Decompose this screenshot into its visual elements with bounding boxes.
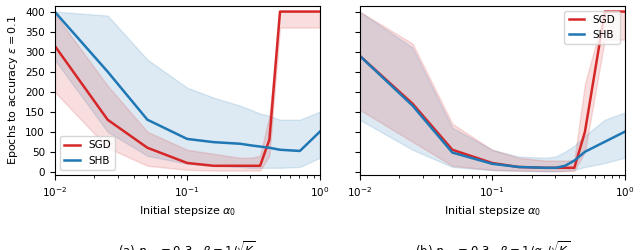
SGD — [266, 138, 273, 141]
SGD — [449, 148, 456, 151]
SGD — [488, 162, 496, 164]
SHB — [276, 148, 284, 151]
Line: SHB: SHB — [54, 12, 320, 151]
SGD — [247, 164, 255, 167]
Line: SHB: SHB — [360, 56, 625, 168]
SGD — [601, 10, 609, 13]
SHB — [183, 138, 191, 140]
Legend: SGD, SHB: SGD, SHB — [60, 136, 115, 170]
SHB — [266, 146, 273, 149]
SGD — [409, 102, 417, 105]
SGD — [561, 166, 569, 169]
SGD — [541, 166, 549, 169]
SHB — [449, 151, 456, 154]
SHB — [256, 145, 264, 148]
Text: (a) $p_\mathrm{fail} = 0.3$,  $\beta = 1/\sqrt{K}$: (a) $p_\mathrm{fail} = 0.3$, $\beta = 1/… — [118, 240, 256, 250]
SHB — [541, 166, 549, 169]
SHB — [236, 142, 244, 145]
SHB — [515, 166, 522, 168]
SGD — [256, 164, 264, 167]
SGD — [356, 54, 364, 57]
SHB — [247, 144, 255, 147]
SHB — [143, 118, 151, 121]
SGD — [316, 10, 324, 13]
SHB — [561, 164, 569, 167]
SHB — [488, 162, 496, 165]
Legend: SGD, SHB: SGD, SHB — [564, 11, 620, 44]
SHB — [51, 10, 58, 13]
SGD — [210, 164, 218, 167]
SHB — [316, 130, 324, 133]
SHB — [601, 140, 609, 143]
SGD — [143, 146, 151, 149]
SGD — [51, 44, 58, 47]
X-axis label: Initial stepsize $\alpha_0$: Initial stepsize $\alpha_0$ — [139, 204, 236, 218]
Text: (b) $p_\mathrm{fail} = 0.3$,  $\beta = 1/\alpha_0/\sqrt{K}$: (b) $p_\mathrm{fail} = 0.3$, $\beta = 1/… — [415, 240, 570, 250]
SHB — [104, 70, 111, 73]
SGD — [236, 164, 244, 167]
SGD — [276, 10, 284, 13]
SHB — [210, 141, 218, 144]
SHB — [581, 150, 589, 153]
SHB — [570, 159, 578, 162]
SHB — [409, 104, 417, 107]
SHB — [621, 130, 628, 133]
Line: SGD: SGD — [54, 12, 320, 166]
SGD — [581, 130, 589, 133]
X-axis label: Initial stepsize $\alpha_0$: Initial stepsize $\alpha_0$ — [444, 204, 541, 218]
SGD — [552, 166, 559, 169]
SHB — [356, 54, 364, 57]
SGD — [183, 162, 191, 164]
SGD — [296, 10, 304, 13]
SHB — [296, 150, 304, 152]
SGD — [621, 10, 628, 13]
SGD — [515, 166, 522, 168]
Y-axis label: Epochs to accuracy $\varepsilon = 0.1$: Epochs to accuracy $\varepsilon = 0.1$ — [6, 15, 20, 165]
SGD — [570, 166, 578, 169]
SGD — [104, 118, 111, 121]
SHB — [552, 166, 559, 169]
Line: SGD: SGD — [360, 12, 625, 168]
